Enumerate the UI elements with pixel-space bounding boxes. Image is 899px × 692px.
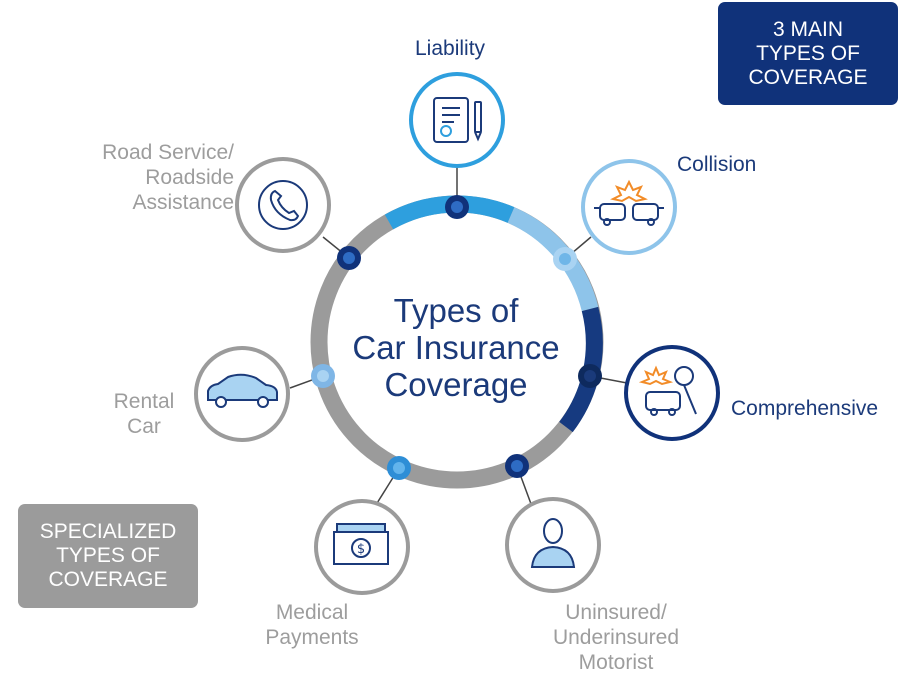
label-line: Medical <box>275 601 349 624</box>
label-line: Rental <box>113 390 175 413</box>
label-liability: Liability <box>415 36 485 61</box>
money-icon: $ <box>333 523 389 565</box>
label-rental: Rental Car <box>100 389 188 439</box>
legend-line: COVERAGE <box>748 65 868 89</box>
specialized-coverage-legend: SPECIALIZED TYPES OF COVERAGE <box>18 504 198 608</box>
label-line: Payments <box>265 626 359 649</box>
label-collision: Collision <box>677 152 756 177</box>
label-line: Road Service/ <box>102 141 234 164</box>
phone-icon <box>258 180 308 230</box>
legend-line: SPECIALIZED <box>39 520 177 543</box>
label-line: Underinsured <box>552 626 680 649</box>
node-comprehensive-core <box>584 370 596 382</box>
ring-nodes <box>311 195 602 480</box>
svg-text:$: $ <box>357 542 365 557</box>
legend-line: TYPES OF <box>756 41 860 65</box>
contract-icon <box>433 97 482 143</box>
label-line: Uninsured/ <box>565 601 667 624</box>
liability-icon-circle <box>409 72 505 168</box>
label-uninsured: Uninsured/ Underinsured Motorist <box>541 600 691 675</box>
node-road-service-core <box>343 252 355 264</box>
uninsured-icon-circle <box>505 497 601 593</box>
node-liability-core <box>451 201 463 213</box>
title-line: Types of <box>393 292 519 329</box>
node-rental-core <box>317 370 329 382</box>
label-line: Assistance <box>132 191 234 214</box>
rental-icon-circle <box>194 346 290 442</box>
label-line: Motorist <box>578 651 654 674</box>
label-line: Comprehensive <box>731 397 879 420</box>
medical-icon-circle: $ <box>314 499 410 595</box>
car-collision-icon <box>594 179 664 226</box>
label-line: Roadside <box>145 166 234 189</box>
label-road-service: Road Service/ Roadside Assistance <box>84 140 234 215</box>
node-uninsured-core <box>511 460 523 472</box>
title-line: Coverage <box>384 366 528 403</box>
label-line: Car <box>127 415 161 438</box>
title-line: Car Insurance <box>352 329 560 366</box>
node-medical-core <box>393 462 405 474</box>
legend-line: COVERAGE <box>48 568 168 591</box>
label-line: Liability <box>415 37 486 60</box>
legend-line: 3 MAIN <box>772 17 843 41</box>
main-coverage-legend: 3 MAIN TYPES OF COVERAGE <box>718 2 898 105</box>
car-icon <box>207 373 278 408</box>
person-icon <box>530 518 576 568</box>
node-collision-core <box>559 253 571 265</box>
road-service-icon-circle <box>235 157 331 253</box>
legend-line: TYPES OF <box>56 544 160 567</box>
car-tree-icon <box>638 365 697 416</box>
label-medical: Medical Payments <box>252 600 372 650</box>
comprehensive-icon-circle <box>624 345 720 441</box>
label-line: Collision <box>677 153 757 176</box>
diagram-title: Types of Car Insurance Coverage <box>326 292 586 403</box>
collision-icon-circle <box>581 159 677 255</box>
label-comprehensive: Comprehensive <box>731 396 878 421</box>
